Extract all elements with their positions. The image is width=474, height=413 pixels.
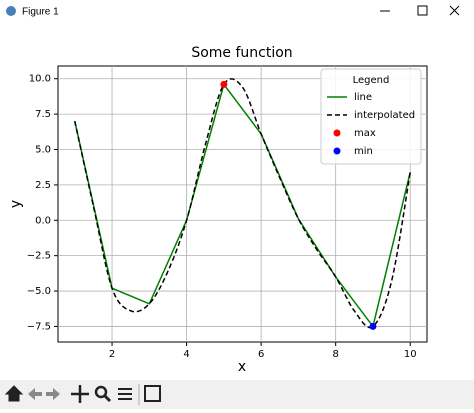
app-icon [6, 6, 16, 16]
x-tick-label: 6 [258, 349, 264, 360]
home-button[interactable] [4, 385, 24, 402]
toolbar-icons [4, 385, 161, 403]
plot-frame [57, 65, 428, 343]
pan-button[interactable] [71, 385, 89, 403]
y-tick-label: −5.0 [27, 286, 51, 297]
x-tick-label: 10 [404, 349, 417, 360]
configure-button[interactable] [118, 388, 132, 400]
chart-title: Some function [191, 45, 292, 61]
title-bar [0, 0, 474, 24]
maximize-button[interactable] [417, 5, 428, 16]
y-tick-label: 0.0 [35, 215, 51, 226]
y-tick-label: −2.5 [27, 251, 51, 262]
save-button[interactable] [144, 385, 161, 402]
x-tick-label: 8 [332, 349, 338, 360]
legend-label: line [354, 92, 372, 103]
x-axis-label: x [238, 359, 246, 375]
legend-label: interpolated [354, 110, 415, 121]
series-line [74, 78, 411, 329]
y-tick-label: 10.0 [29, 74, 51, 85]
y-tick-label: 5.0 [35, 145, 51, 156]
x-tick-label: 4 [183, 349, 189, 360]
y-tick-label: 2.5 [35, 180, 51, 191]
y-tick-label: −7.5 [27, 321, 51, 332]
forward-button[interactable] [46, 388, 60, 400]
marker [369, 322, 377, 330]
y-tick-label: 7.5 [35, 109, 51, 120]
legend-label: max [354, 128, 376, 139]
legend-title: Legend [353, 75, 390, 86]
zoom-button[interactable] [94, 385, 112, 403]
legend-label: min [354, 146, 373, 157]
legend-marker [333, 147, 341, 155]
plot: 2 4 6 8 10 10.0 7.5 5.0 2.5 0.0 −2.5 −5.0 −7.5 Legend… [27, 66, 427, 360]
window-title: Figure 1 [22, 7, 59, 18]
legend-box [320, 68, 422, 165]
legend: Legend line interpolated max min [320, 68, 422, 165]
y-axis-label: y [8, 200, 24, 208]
x-tick-label: 2 [109, 349, 115, 360]
back-button[interactable] [28, 388, 42, 400]
close-button[interactable] [449, 5, 460, 16]
legend-marker [333, 129, 341, 137]
marker [220, 80, 228, 88]
series-line [74, 82, 411, 329]
